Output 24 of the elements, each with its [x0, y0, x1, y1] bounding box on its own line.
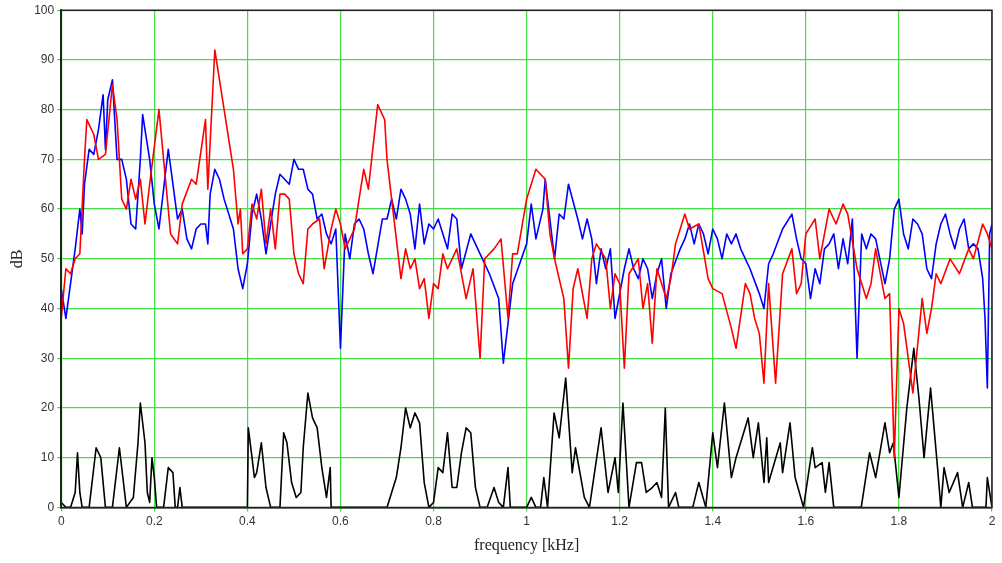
y-tick-label: 20: [40, 400, 55, 415]
y-tick-label: 80: [40, 101, 55, 116]
y-tick-label: 90: [40, 52, 55, 67]
y-tick-label: 10: [40, 449, 55, 464]
x-tick-label: 0.8: [425, 513, 443, 528]
x-tick-label: 0: [57, 513, 65, 528]
y-axis-title: dB: [7, 249, 25, 269]
y-tick-label: 0: [47, 499, 55, 514]
y-tick-label: 70: [40, 151, 55, 166]
x-tick-label: 1.4: [704, 513, 722, 528]
x-tick-label: 2: [988, 513, 996, 528]
y-tick-label: 60: [40, 201, 55, 216]
x-tick-label: 1.6: [797, 513, 815, 528]
x-tick-label: 1.2: [611, 513, 629, 528]
x-tick-label: 0.6: [332, 513, 350, 528]
y-tick-label: 40: [40, 300, 55, 315]
x-axis-title: frequency [kHz]: [473, 535, 580, 554]
x-tick-label: 1.8: [890, 513, 908, 528]
y-tick-label: 50: [40, 251, 55, 266]
x-tick-label: 0.4: [239, 513, 257, 528]
x-tick-label: 0.2: [145, 513, 163, 528]
x-tick-label: 1: [523, 513, 531, 528]
y-tick-label: 100: [34, 2, 55, 17]
y-tick-label: 30: [40, 350, 55, 365]
